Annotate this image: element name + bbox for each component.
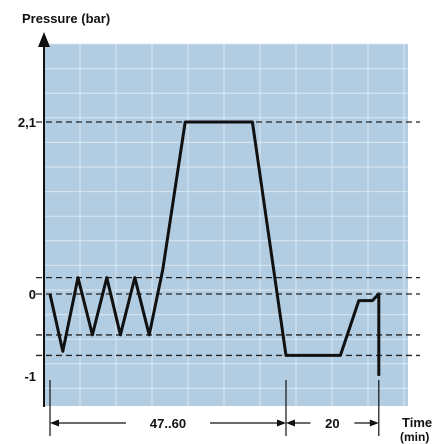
interval-label: 20 <box>325 416 339 431</box>
plot-background <box>44 44 408 406</box>
x-axis-label-unit: (min) <box>400 430 429 444</box>
interval-label: 47..60 <box>150 416 186 431</box>
pressure-series-line <box>48 120 381 376</box>
grid <box>43 43 408 406</box>
time-intervals: 47..60 20 <box>49 380 380 436</box>
y-tick-label: -1 <box>24 369 36 384</box>
y-axis-arrow-icon <box>38 32 50 47</box>
y-tick-label: 0 <box>29 287 36 302</box>
y-axis-label: Pressure (bar) <box>22 11 110 26</box>
interval-arrow-left-icon <box>286 419 295 427</box>
x-axis-label: Time <box>402 415 432 430</box>
interval-arrow-right-icon <box>369 419 379 427</box>
y-tick-label: 2,1 <box>18 115 36 130</box>
interval-arrow-left-icon <box>50 419 59 427</box>
y-ticks: 2,1 0 -1 <box>18 115 36 384</box>
interval-arrow-right-icon <box>277 419 286 427</box>
